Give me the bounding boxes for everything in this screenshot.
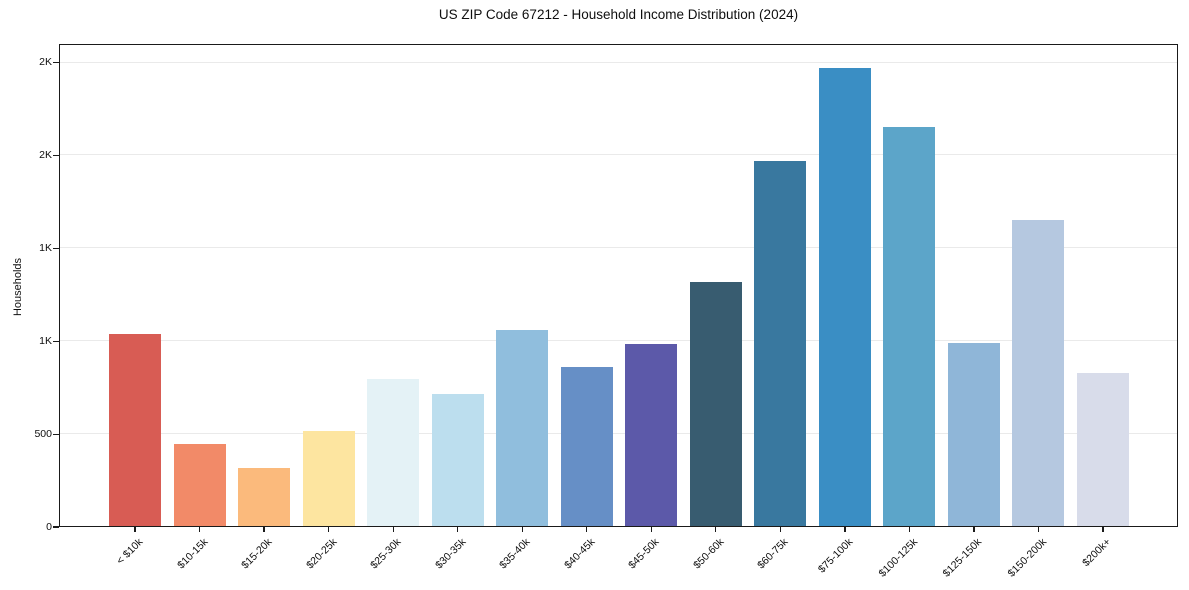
x-tick-mark: [198, 527, 201, 532]
x-tick-label: $125-150k: [940, 536, 985, 580]
x-tick-label: $50-60k: [690, 536, 727, 572]
bar-200k: [1076, 372, 1129, 527]
y-tick-mark: [53, 154, 59, 157]
x-tick-label: $30-35k: [432, 536, 469, 572]
x-tick-mark: [973, 527, 975, 532]
bar-150-200k: [1012, 219, 1065, 527]
y-tick-label: 500: [34, 427, 52, 440]
x-tick-mark: [521, 527, 523, 532]
x-tick-label: $40-45k: [561, 536, 598, 572]
x-tick-label: $45-50k: [626, 536, 662, 572]
bar-100-125k: [883, 126, 936, 527]
x-tick-label: $10-15k: [174, 536, 211, 572]
gridline: [59, 340, 1178, 342]
y-tick-label: 1K: [39, 241, 52, 254]
x-tick-label: $150-200k: [1005, 536, 1049, 580]
bar-20-25k: [302, 431, 355, 527]
bar-50-60k: [689, 281, 742, 527]
bar-15-20k: [238, 468, 291, 527]
x-tick-label: $60-75k: [755, 536, 791, 572]
y-tick-mark: [53, 247, 59, 250]
x-tick-mark: [457, 527, 459, 532]
plot-area: [59, 44, 1178, 527]
y-tick-mark: [53, 433, 59, 435]
y-tick-label: 0: [46, 520, 52, 533]
x-tick-label: $75-100k: [815, 536, 856, 576]
x-tick-mark: [327, 527, 330, 532]
chart-title: US ZIP Code 67212 - Household Income Dis…: [438, 7, 799, 22]
x-tick-mark: [392, 527, 394, 532]
x-tick-mark: [779, 527, 781, 532]
y-tick-mark: [53, 61, 59, 64]
bar-60-75k: [754, 161, 807, 527]
y-tick-label: 2K: [39, 56, 52, 69]
gridline: [59, 61, 1178, 63]
x-tick-mark: [586, 527, 588, 532]
bar-45-50k: [625, 344, 678, 527]
y-tick-mark: [53, 340, 59, 342]
y-axis-label: Households: [12, 257, 24, 317]
x-tick-mark: [134, 527, 136, 532]
bar-125-150k: [947, 343, 1000, 527]
bar-25-30k: [367, 379, 420, 527]
x-tick-label: $200k+: [1080, 536, 1114, 570]
y-tick-label: 1K: [39, 334, 52, 347]
x-tick-mark: [908, 527, 911, 532]
x-tick-label: $25-30k: [368, 536, 404, 572]
x-tick-mark: [650, 527, 652, 532]
bar-40-45k: [560, 367, 613, 527]
bar-10k: [109, 333, 161, 527]
x-tick-mark: [715, 527, 717, 532]
gridline: [59, 154, 1178, 156]
bar-30-35k: [431, 394, 484, 527]
x-tick-mark: [1102, 527, 1104, 532]
bar-75-100k: [818, 68, 871, 527]
gridline: [59, 247, 1178, 249]
gridline: [59, 433, 1178, 435]
x-tick-label: $20-25k: [303, 536, 340, 572]
bar-10-15k: [173, 444, 226, 527]
x-tick-label: $35-40k: [497, 536, 533, 572]
y-tick-mark: [53, 526, 59, 528]
x-tick-label: $15-20k: [239, 536, 275, 572]
y-tick-label: 2K: [39, 148, 52, 161]
x-tick-mark: [844, 527, 846, 532]
bar-35-40k: [496, 330, 549, 527]
x-tick-mark: [263, 527, 265, 532]
x-tick-label: < $10k: [114, 536, 146, 567]
x-tick-mark: [1037, 527, 1040, 532]
x-tick-label: $100-125k: [876, 536, 920, 580]
